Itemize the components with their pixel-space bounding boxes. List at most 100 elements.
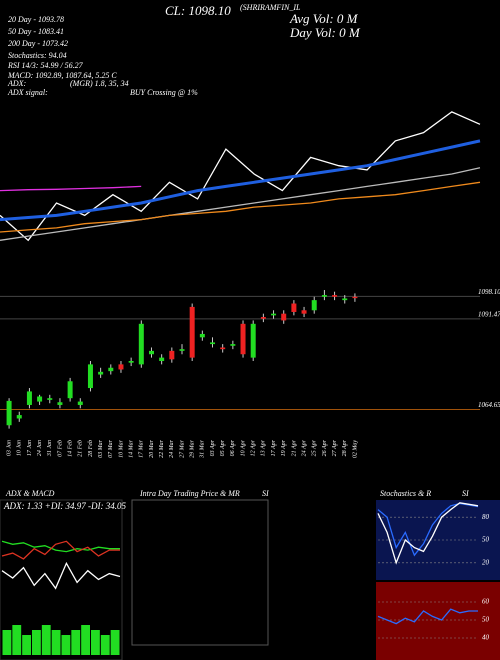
signal: BUY Crossing @ 1% [130, 88, 198, 97]
series-line [377, 502, 479, 565]
panel-adx-title: ADX & MACD [5, 489, 55, 498]
candle-body [67, 381, 73, 399]
series-line [0, 185, 142, 192]
x-tick-label: 28 Apr [342, 439, 348, 456]
x-tick-label: 17 Mar [139, 439, 145, 457]
x-tick-label: 10 Mar [118, 439, 124, 457]
x-tick-label: 10 Apr [240, 439, 246, 456]
x-tick-label: 21 Apr [291, 439, 297, 456]
intraday-panel [131, 499, 269, 646]
ma200: 200 Day - 1073.42 [8, 39, 68, 48]
bar [91, 630, 100, 655]
candle-body [128, 361, 134, 363]
y-tick-label: 50 [482, 536, 490, 544]
candle-body [250, 323, 256, 358]
y-tick-label: 40 [482, 634, 490, 642]
x-tick-label: 25 Apr [312, 439, 318, 456]
candle-body [26, 391, 32, 405]
x-tick-label: 14 Feb [66, 440, 73, 457]
candle-body [342, 298, 348, 301]
candle-body [321, 295, 327, 297]
x-tick-label: 21 Feb [78, 440, 84, 457]
candle-body [301, 310, 307, 314]
bar [12, 625, 22, 655]
candle-body [271, 313, 277, 316]
x-tick-label: 03 Mar [98, 439, 104, 457]
bar [2, 630, 12, 655]
candle-body [352, 296, 358, 299]
x-tick-label: 31 Jan [47, 440, 53, 457]
avg-vol: Avg Vol: 0 M [289, 11, 359, 26]
symbol: (SHRIRAMFIN_IL [240, 3, 301, 12]
candle-body [37, 396, 43, 402]
candle-body [6, 400, 12, 426]
y-tick-label: 60 [482, 598, 490, 606]
x-tick-label: 03 Apr [210, 439, 216, 456]
x-tick-label: 27 Apr [332, 439, 338, 456]
series-line [377, 608, 478, 625]
series-line [0, 181, 481, 233]
x-tick-label: 07 Mar [108, 439, 114, 457]
day-vol: Day Vol: 0 M [289, 25, 361, 40]
candle-body [291, 303, 297, 312]
x-tick-label: 24 Mar [168, 439, 175, 457]
candle-body [260, 317, 266, 319]
x-tick-label: 17 Apr [271, 439, 277, 456]
panel-intraday-title: Intra Day Trading Price & MR [139, 489, 240, 498]
candle-body [220, 347, 226, 350]
x-tick-label: 22 Mar [159, 439, 165, 457]
x-tick-label: 14 Mar [128, 439, 135, 457]
candle-body [98, 371, 104, 375]
ma20: 20 Day - 1093.78 [8, 15, 64, 24]
close-label: CL: 1098.10 [165, 3, 231, 18]
candle-body [230, 344, 236, 346]
x-tick-label: 10 Jan [17, 440, 23, 456]
x-tick-label: 24 Apr [300, 439, 307, 456]
x-tick-label: 12 Apr [251, 439, 257, 456]
panel-stoch-title: Stochastics & R [380, 489, 431, 498]
y-tick-label: 80 [482, 513, 490, 521]
candle-body [138, 323, 144, 365]
adx-signal: ADX signal: [7, 88, 48, 97]
candle-body [57, 402, 63, 405]
stoch: Stochastics: 94.04 [8, 51, 67, 60]
candle-body [199, 333, 205, 338]
bar [51, 630, 61, 655]
candle-body [189, 306, 195, 358]
candle-body [210, 342, 216, 345]
adx-values: (MGR) 1.8, 35, 34 [70, 79, 129, 88]
x-tick-label: 03 Jan [6, 440, 12, 456]
rsi: RSI 14/3: 54.99 / 56.27 [7, 61, 84, 70]
series-line [0, 167, 481, 241]
adx: ADX: [7, 79, 27, 88]
candle-body [118, 364, 124, 370]
candle-body [240, 323, 246, 355]
x-tick-label: 06 Apr [230, 439, 236, 456]
x-tick-label: 05 Apr [220, 439, 226, 456]
y-tick-label: 1091.47 [478, 310, 500, 318]
rsi-panel-bg [376, 582, 500, 660]
candle-body [332, 295, 338, 297]
series-line [1, 561, 121, 590]
y-tick-label: 1098.10 [478, 288, 500, 296]
panel-intraday-si: SI [262, 489, 269, 498]
panel-adx-values: ADX: 1.33 +DI: 34.97 -DI: 34.05 [3, 501, 127, 511]
candle-body [77, 401, 83, 405]
bar [32, 630, 41, 655]
candle-body [169, 350, 175, 360]
candle-body [148, 350, 154, 355]
series-line [377, 502, 479, 557]
x-tick-label: 13 Apr [261, 439, 267, 456]
x-tick-label: 27 Mar [179, 439, 185, 457]
candle-body [47, 398, 53, 400]
bar [61, 635, 71, 655]
x-tick-label: 24 Jan [36, 440, 43, 456]
candle-body [108, 367, 114, 372]
candle-body [311, 300, 317, 311]
candle-body [87, 364, 93, 389]
y-tick-label: 1064.65 [478, 401, 500, 409]
bar [110, 630, 120, 655]
series-line [1, 540, 120, 553]
macd: MACD: 1092.89, 1087.64, 5.25 C [7, 71, 117, 80]
